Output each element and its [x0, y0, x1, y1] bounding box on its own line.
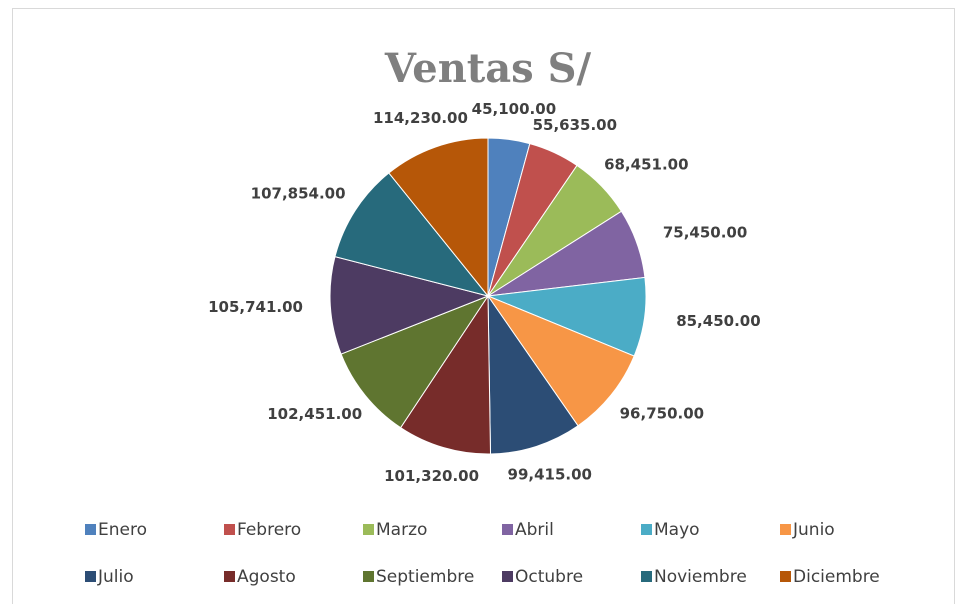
legend-label: Febrero: [237, 520, 301, 540]
data-label: 107,854.00: [251, 185, 346, 203]
legend-swatch: [641, 524, 652, 535]
legend-label: Octubre: [515, 567, 583, 587]
pie-slice: [329, 256, 490, 355]
data-label: 101,320.00: [384, 467, 479, 485]
legend-label: Noviembre: [654, 567, 747, 587]
data-label: 55,635.00: [533, 116, 617, 134]
legend-label: Septiembre: [376, 567, 474, 587]
data-label: 68,451.00: [604, 156, 688, 174]
data-label: 45,100.00: [472, 100, 556, 118]
legend-label: Abril: [515, 520, 554, 540]
data-label: 99,415.00: [508, 465, 592, 483]
legend-label: Diciembre: [793, 567, 880, 587]
chart-title: Ventas S/: [384, 45, 592, 92]
legend-swatch: [641, 571, 652, 582]
legend-label: Enero: [98, 520, 147, 540]
data-label: 114,230.00: [373, 109, 468, 127]
pie-slice: [334, 172, 490, 297]
legend-swatch: [780, 571, 791, 582]
pie-slice: [487, 294, 579, 455]
data-label: 96,750.00: [620, 404, 704, 422]
legend-swatch: [224, 571, 235, 582]
data-label: 85,450.00: [676, 312, 760, 330]
legend-swatch: [363, 524, 374, 535]
pie-slice: [399, 294, 492, 455]
legend-swatch: [780, 524, 791, 535]
legend-label: Agosto: [237, 567, 296, 587]
legend-label: Julio: [97, 567, 134, 587]
legend-label: Mayo: [654, 520, 700, 540]
pie-slice: [486, 294, 635, 427]
legend-swatch: [224, 524, 235, 535]
legend-swatch: [85, 524, 96, 535]
legend-swatch: [85, 571, 96, 582]
legend-swatch: [502, 524, 513, 535]
legend-label: Junio: [792, 520, 835, 540]
legend-swatch: [363, 571, 374, 582]
pie-slice: [340, 294, 490, 429]
data-label: 75,450.00: [663, 223, 747, 241]
data-label: 105,741.00: [208, 298, 303, 316]
legend-label: Marzo: [376, 520, 427, 540]
data-label: 102,451.00: [267, 405, 362, 423]
pie-slice: [388, 137, 489, 298]
legend-swatch: [502, 571, 513, 582]
